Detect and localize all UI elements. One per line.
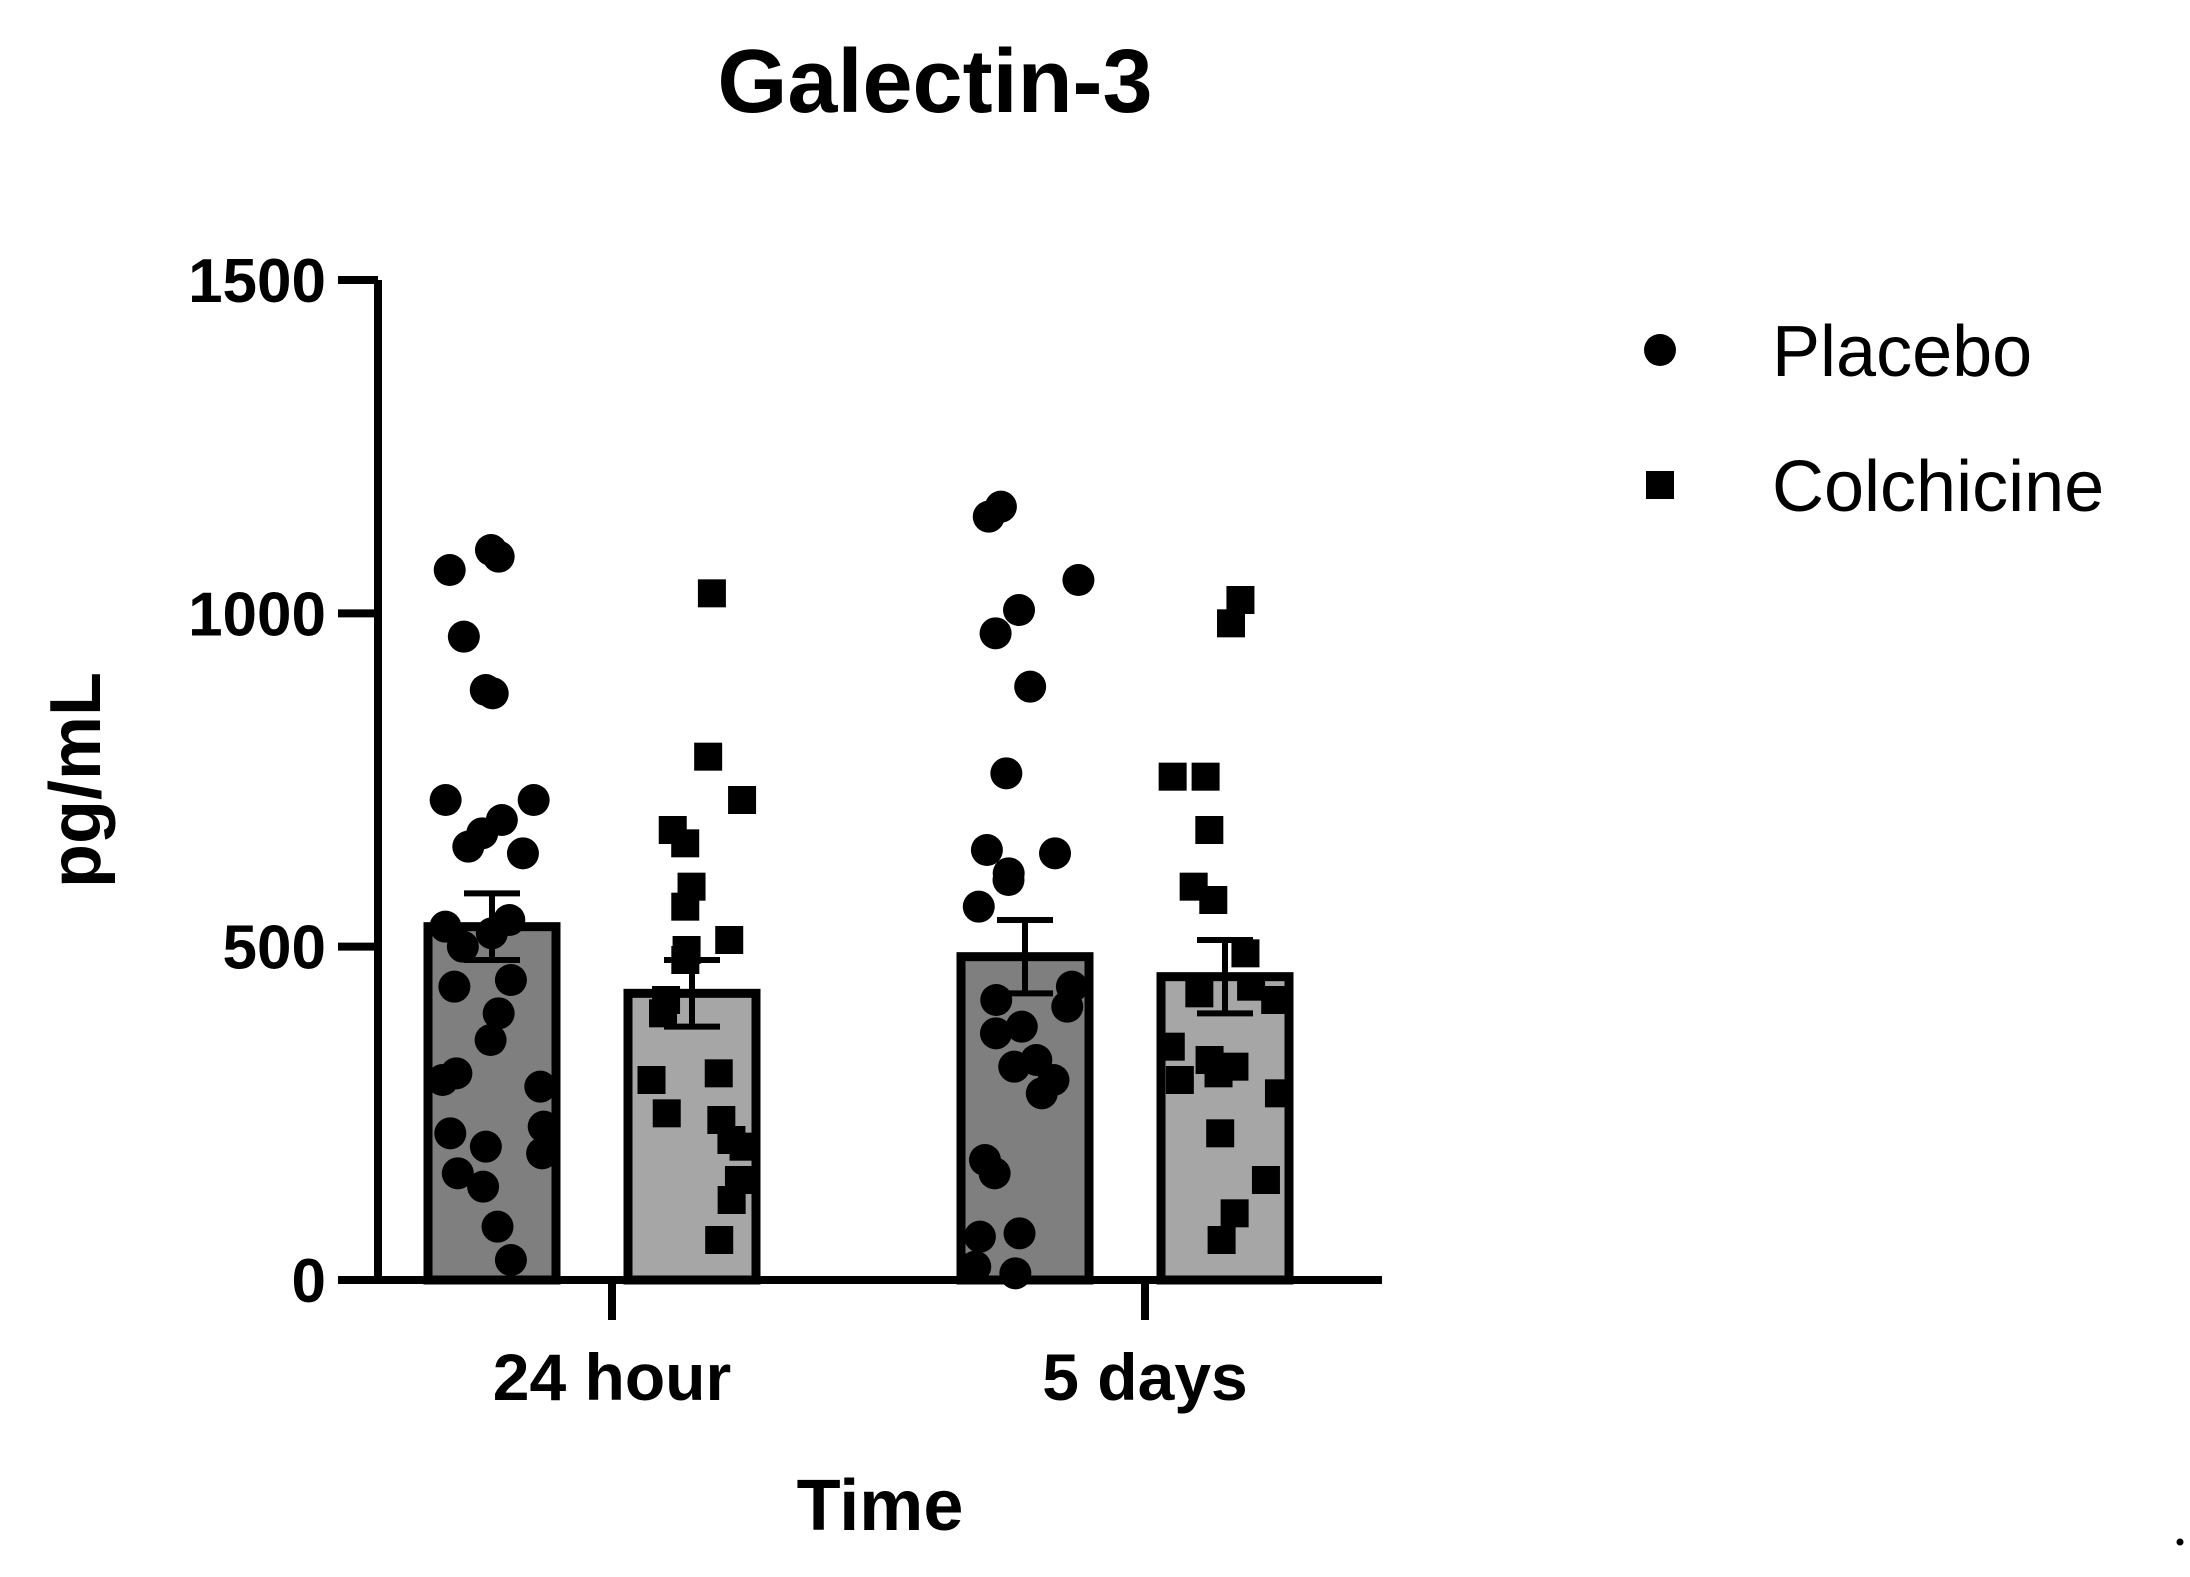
point-placebo-5-days-22 xyxy=(978,1157,1011,1190)
point-placebo-5-days-3 xyxy=(1003,594,1036,626)
point-placebo-5-days-11 xyxy=(962,890,995,923)
x-axis-label: Time xyxy=(797,1466,964,1546)
point-colchicine-24-hour-11 xyxy=(649,999,678,1028)
point-placebo-5-days-16 xyxy=(979,1017,1012,1050)
point-placebo-24-hour-10 xyxy=(452,830,485,863)
point-placebo-5-days-25 xyxy=(959,1250,992,1283)
legend-label-placebo: Placebo xyxy=(1772,312,2032,392)
point-placebo-5-days-13 xyxy=(980,984,1013,1016)
point-colchicine-5-days-2 xyxy=(1158,762,1187,791)
x-tick-label-5-days: 5 days xyxy=(1042,1340,1247,1414)
point-colchicine-5-days-3 xyxy=(1191,762,1220,791)
point-placebo-5-days-5 xyxy=(1014,670,1047,703)
point-placebo-24-hour-7 xyxy=(517,784,550,816)
point-colchicine-24-hour-20 xyxy=(705,1226,734,1254)
point-placebo-5-days-14 xyxy=(1051,990,1084,1023)
point-placebo-24-hour-26 xyxy=(526,1137,559,1170)
legend-label-colchicine: Colchicine xyxy=(1772,447,2104,527)
point-placebo-5-days-8 xyxy=(1039,837,1072,870)
point-placebo-5-days-23 xyxy=(1003,1217,1036,1250)
point-colchicine-5-days-6 xyxy=(1199,886,1228,914)
plot-area: 0 500 1000 1500 24 hour 5 days xyxy=(188,247,1382,1414)
point-colchicine-24-hour-4 xyxy=(671,829,700,858)
point-colchicine-5-days-14 xyxy=(1204,1059,1233,1088)
point-placebo-24-hour-6 xyxy=(429,784,462,816)
y-tick-label-1500: 1500 xyxy=(188,247,326,316)
point-colchicine-24-hour-6 xyxy=(671,892,700,921)
point-placebo-24-hour-11 xyxy=(506,837,539,870)
y-tick-label-1000: 1000 xyxy=(188,580,326,649)
point-colchicine-5-days-15 xyxy=(1165,1066,1194,1094)
point-placebo-5-days-24 xyxy=(963,1220,996,1253)
point-placebo-24-hour-17 xyxy=(438,970,471,1003)
point-colchicine-24-hour-12 xyxy=(704,1059,733,1088)
point-placebo-24-hour-18 xyxy=(482,997,515,1030)
point-placebo-5-days-2 xyxy=(1062,564,1095,596)
point-placebo-5-days-15 xyxy=(1005,1010,1038,1043)
point-placebo-5-days-18 xyxy=(998,1050,1031,1083)
point-colchicine-5-days-9 xyxy=(1185,979,1214,1008)
chart-title: Galectin-3 xyxy=(717,32,1152,132)
point-placebo-24-hour-5 xyxy=(476,677,509,710)
point-colchicine-5-days-4 xyxy=(1195,816,1224,844)
y-tick-label-0: 0 xyxy=(292,1247,326,1316)
point-colchicine-24-hour-13 xyxy=(637,1066,666,1094)
point-colchicine-5-days-7 xyxy=(1231,939,1260,968)
point-placebo-24-hour-2 xyxy=(433,554,466,586)
point-colchicine-5-days-11 xyxy=(1156,1032,1185,1061)
point-placebo-24-hour-1 xyxy=(482,540,515,573)
point-placebo-5-days-4 xyxy=(979,617,1012,650)
point-placebo-24-hour-16 xyxy=(494,964,527,996)
point-placebo-24-hour-24 xyxy=(434,1117,467,1150)
point-colchicine-5-days-20 xyxy=(1207,1226,1236,1254)
y-tick-label-500: 500 xyxy=(223,914,326,983)
point-colchicine-24-hour-14 xyxy=(652,1099,681,1128)
x-tick-label-24-hour: 24 hour xyxy=(493,1340,731,1414)
point-placebo-24-hour-28 xyxy=(467,1170,500,1203)
point-placebo-5-days-20 xyxy=(1025,1077,1058,1110)
point-colchicine-24-hour-0 xyxy=(697,579,726,608)
point-placebo-5-days-7 xyxy=(970,834,1003,866)
point-colchicine-5-days-1 xyxy=(1216,609,1245,638)
point-placebo-5-days-6 xyxy=(990,757,1023,790)
point-placebo-24-hour-23 xyxy=(527,1110,560,1143)
stray-dot xyxy=(2176,1538,2184,1546)
point-colchicine-5-days-19 xyxy=(1220,1199,1249,1228)
point-placebo-24-hour-22 xyxy=(524,1070,557,1103)
point-colchicine-24-hour-2 xyxy=(728,786,757,814)
point-placebo-24-hour-14 xyxy=(475,917,508,950)
point-placebo-24-hour-29 xyxy=(481,1210,514,1243)
point-placebo-24-hour-27 xyxy=(441,1157,474,1190)
point-placebo-5-days-1 xyxy=(972,500,1005,533)
point-placebo-24-hour-15 xyxy=(446,930,479,963)
legend: Placebo Colchicine xyxy=(1644,312,2104,527)
point-placebo-24-hour-21 xyxy=(426,1064,459,1096)
point-colchicine-5-days-8 xyxy=(1237,972,1266,1001)
point-colchicine-24-hour-9 xyxy=(671,946,700,974)
point-placebo-5-days-26 xyxy=(999,1257,1032,1290)
point-colchicine-24-hour-17 xyxy=(729,1132,758,1161)
point-placebo-5-days-10 xyxy=(992,864,1025,896)
point-placebo-24-hour-3 xyxy=(447,620,480,653)
point-placebo-24-hour-25 xyxy=(469,1130,502,1163)
point-placebo-24-hour-19 xyxy=(474,1024,507,1056)
point-colchicine-24-hour-19 xyxy=(717,1186,746,1214)
y-axis-label: pg/mL xyxy=(36,672,116,888)
point-colchicine-24-hour-7 xyxy=(715,926,744,954)
point-colchicine-5-days-16 xyxy=(1264,1079,1293,1108)
point-placebo-24-hour-30 xyxy=(494,1244,527,1276)
legend-marker-placebo xyxy=(1644,334,1676,366)
point-colchicine-5-days-17 xyxy=(1206,1119,1235,1148)
point-colchicine-5-days-18 xyxy=(1251,1166,1280,1194)
point-colchicine-5-days-10 xyxy=(1261,986,1290,1014)
point-colchicine-24-hour-1 xyxy=(694,742,723,771)
legend-marker-colchicine xyxy=(1646,471,1674,499)
